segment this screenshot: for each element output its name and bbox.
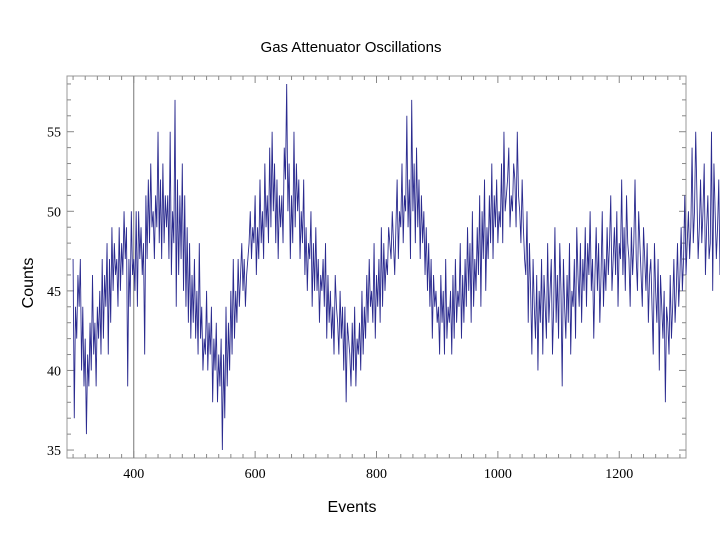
- y-tick-label: 50: [47, 205, 61, 220]
- y-axis-label: Counts: [20, 258, 37, 309]
- y-tick-label: 45: [47, 285, 61, 300]
- y-tick-label: 35: [47, 444, 61, 459]
- x-tick-label: 400: [123, 467, 144, 482]
- y-axis: 35 40 45 50 55: [47, 83, 686, 459]
- series-line-0: [72, 83, 720, 451]
- chart-title: Gas Attenuator Oscillations: [261, 39, 442, 56]
- x-axis-label: Events: [328, 499, 377, 516]
- x-axis: 400 600 800 1000 1200: [72, 76, 681, 482]
- x-tick-label: 600: [245, 467, 266, 482]
- y-tick-label: 40: [47, 364, 61, 379]
- series-layer: [72, 83, 720, 451]
- plot-area: [66, 75, 687, 459]
- plot-frame: [66, 75, 687, 459]
- y-tick-label: 55: [47, 126, 61, 141]
- x-tick-label: 800: [366, 467, 387, 482]
- x-tick-label: 1000: [484, 467, 512, 482]
- x-tick-label: 1200: [605, 467, 633, 482]
